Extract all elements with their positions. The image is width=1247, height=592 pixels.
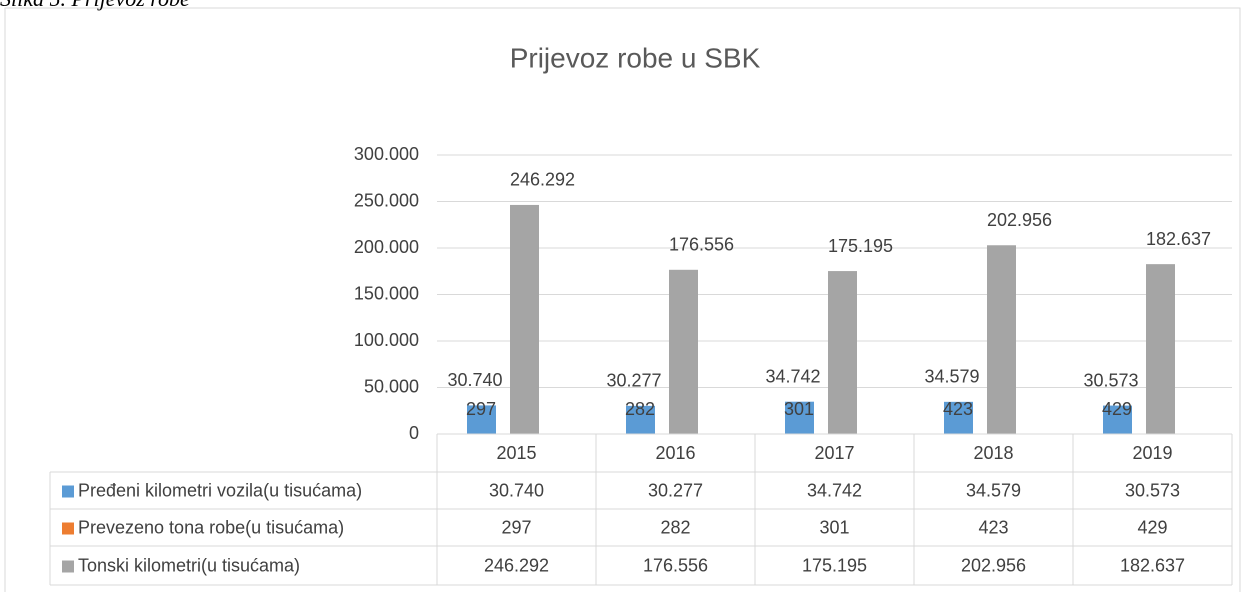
data-label: 423 [943, 399, 973, 419]
data-label: 176.556 [669, 235, 734, 255]
table-cell: 182.637 [1120, 555, 1185, 575]
data-label: 30.573 [1083, 370, 1138, 390]
table-cell: 175.195 [802, 555, 867, 575]
legend-label: Prevezeno tona robe(u tisućama) [78, 517, 344, 537]
y-tick-label: 0 [409, 423, 419, 443]
table-cell: 202.956 [961, 555, 1026, 575]
data-label: 246.292 [510, 170, 575, 190]
bar [1103, 405, 1132, 434]
legend-key [62, 560, 74, 573]
table-cell: 297 [501, 517, 531, 537]
chart-border [4, 7, 1241, 592]
x-tick-label: 2018 [973, 443, 1013, 463]
table-cell: 34.579 [966, 480, 1021, 500]
bar [1146, 264, 1175, 434]
table-cell: 30.277 [648, 480, 703, 500]
bar [785, 401, 814, 434]
x-tick-label: 2017 [814, 443, 854, 463]
y-tick-label: 150.000 [354, 283, 419, 303]
legend-key [62, 485, 74, 498]
table-cell: 34.742 [807, 480, 862, 500]
bar [669, 269, 698, 434]
table-cell: 282 [660, 517, 690, 537]
y-tick-label: 100.000 [354, 330, 419, 350]
data-label: 30.277 [606, 371, 661, 391]
y-tick-label: 50.000 [364, 376, 419, 396]
x-tick-label: 2016 [655, 443, 695, 463]
bar [987, 245, 1016, 434]
bar [626, 405, 655, 434]
table-cell: 246.292 [484, 555, 549, 575]
y-tick-label: 250.000 [354, 190, 419, 210]
table-cell: 176.556 [643, 555, 708, 575]
table-cell: 429 [1137, 517, 1167, 537]
caption: Slika 5. Prijevoz robe [0, 0, 190, 11]
data-label: 297 [466, 399, 496, 419]
y-tick-label: 200.000 [354, 237, 419, 257]
data-label: 429 [1102, 399, 1132, 419]
data-label: 202.956 [987, 210, 1052, 230]
table-cell: 423 [978, 517, 1008, 537]
data-label: 30.740 [447, 370, 502, 390]
bar [467, 405, 496, 434]
table-cell: 30.573 [1125, 480, 1180, 500]
chart-title: Prijevoz robe u SBK [510, 42, 761, 73]
legend-key [62, 522, 74, 535]
y-tick-label: 300.000 [354, 144, 419, 164]
table-cell: 30.740 [489, 480, 544, 500]
bar [510, 204, 539, 434]
table-cell: 301 [819, 517, 849, 537]
x-tick-label: 2015 [496, 443, 536, 463]
data-label: 34.579 [924, 367, 979, 387]
data-label: 182.637 [1146, 229, 1211, 249]
data-label: 175.195 [828, 236, 893, 256]
legend-label: Tonski kilometri(u tisućama) [78, 555, 300, 575]
data-label: 34.742 [765, 366, 820, 386]
x-tick-label: 2019 [1132, 443, 1172, 463]
bar [944, 401, 973, 434]
bar [828, 271, 857, 434]
data-label: 282 [625, 399, 655, 419]
legend-label: Pređeni kilometri vozila(u tisućama) [78, 480, 362, 500]
data-label: 301 [784, 399, 814, 419]
